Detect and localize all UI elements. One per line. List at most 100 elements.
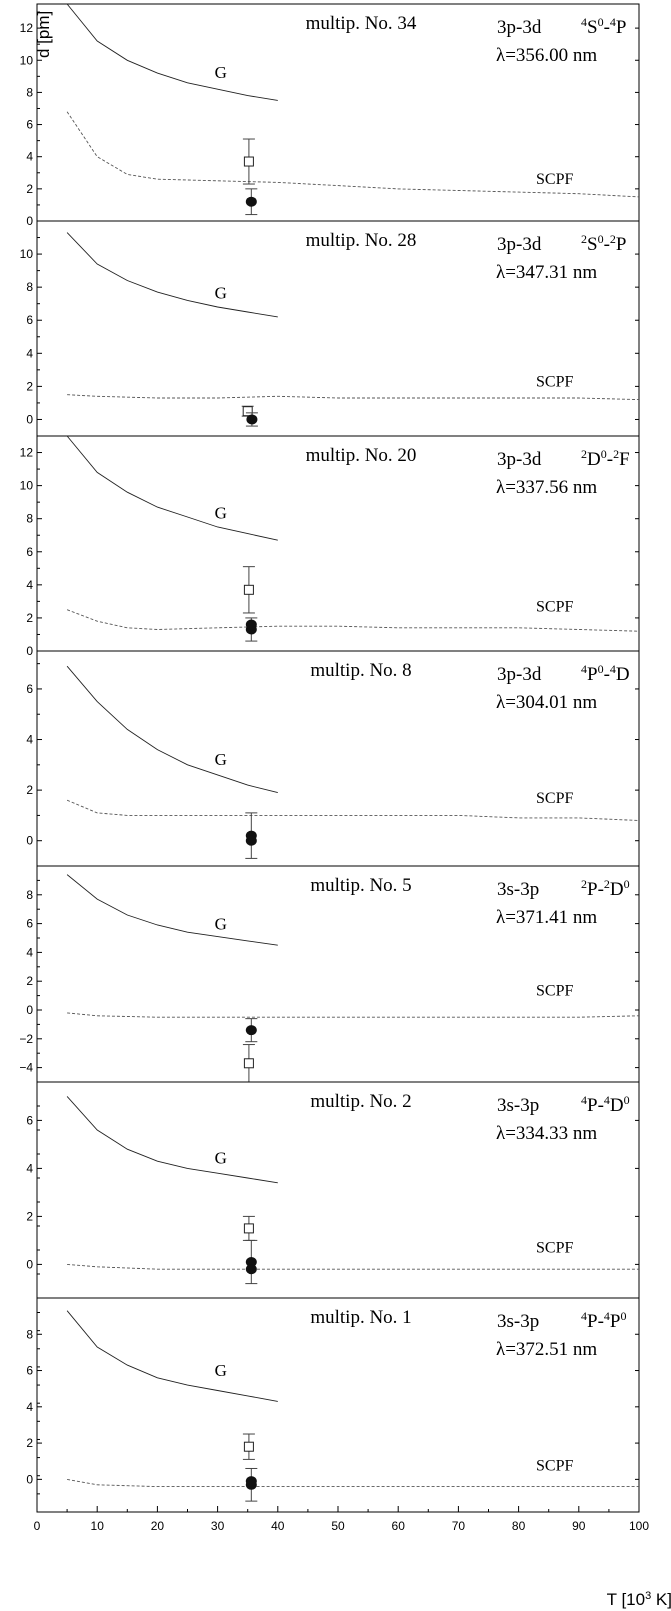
series-label-g: G bbox=[215, 284, 227, 303]
series-line-scpf bbox=[66, 111, 640, 198]
x-tick-label: 40 bbox=[271, 1519, 285, 1533]
transition-label: 3p-3d bbox=[497, 17, 542, 38]
panel-2: 0 2 4 6 8 10 G SCPF multip. No. 28 3p-3d 2S0-2P λ=3… bbox=[20, 220, 640, 437]
y-tick-label: 8 bbox=[26, 512, 33, 526]
multiplet-label: multip. No. 8 bbox=[310, 660, 411, 681]
data-point-open-square bbox=[243, 1058, 254, 1069]
wavelength-label: λ=372.51 nm bbox=[496, 1339, 597, 1360]
data-point-open-square bbox=[243, 156, 254, 167]
y-tick-label: 6 bbox=[26, 682, 33, 696]
data-point-filled-circle bbox=[245, 1476, 257, 1487]
transition-label: 3s-3p bbox=[497, 1311, 539, 1332]
term-label: 2P-2D0 bbox=[581, 877, 630, 900]
data-point-filled-circle bbox=[245, 1257, 257, 1267]
y-tick-label: 2 bbox=[26, 611, 33, 625]
y-tick-label: 0 bbox=[26, 214, 33, 228]
wavelength-label: λ=371.41 nm bbox=[496, 907, 597, 928]
y-tick-label: 2 bbox=[26, 182, 33, 196]
y-tick-label: 8 bbox=[26, 1327, 33, 1341]
transition-label: 3p-3d bbox=[497, 234, 542, 255]
series-line-scpf bbox=[66, 799, 640, 821]
data-point-filled-circle bbox=[245, 835, 257, 846]
y-tick-label: 12 bbox=[20, 446, 34, 460]
term-label: 4S0-4P bbox=[581, 15, 626, 38]
y-tick-label: 6 bbox=[26, 917, 33, 931]
y-tick-label: 4 bbox=[26, 1161, 33, 1175]
series-label-g: G bbox=[215, 750, 227, 769]
y-tick-label: 4 bbox=[26, 733, 33, 747]
y-tick-label: 0 bbox=[26, 412, 33, 426]
y-tick-label: 2 bbox=[26, 974, 33, 988]
series-label-g: G bbox=[215, 504, 227, 523]
series-label-g: G bbox=[215, 63, 227, 82]
data-point-open-square bbox=[242, 406, 253, 417]
series-label-g: G bbox=[215, 1149, 227, 1168]
y-axis-title: d [pm] bbox=[34, 11, 53, 58]
x-tick-label: 60 bbox=[392, 1519, 406, 1533]
panel-frame bbox=[36, 1297, 640, 1513]
y-tick-label: 6 bbox=[26, 1364, 33, 1378]
series-line-g bbox=[66, 435, 278, 541]
y-tick-label: 10 bbox=[20, 479, 34, 493]
panel-5: −4 −2 0 2 4 6 8 G SCPF multip. No. 5 3s-3p 2P-2D0 λ=… bbox=[19, 865, 640, 1083]
panel-7: 0 2 4 6 8 G SCPF multip. No. 1 3s-3p 4P-4P0 λ=372.… bbox=[26, 1297, 640, 1513]
y-tick-label: 0 bbox=[26, 1472, 33, 1486]
series-label-scpf: SCPF bbox=[536, 373, 573, 390]
y-tick-label: 2 bbox=[26, 783, 33, 797]
y-tick-label: 6 bbox=[26, 1113, 33, 1127]
chart-panels: 0 2 4 6 8 10 12 G SCPF multip. No. 34 3p-3d 4S0-4P λ… bbox=[19, 3, 640, 1513]
series-label-g: G bbox=[215, 914, 227, 933]
multiplet-label: multip. No. 1 bbox=[310, 1307, 411, 1328]
y-tick-label: −2 bbox=[19, 1032, 33, 1046]
x-tick-label: 0 bbox=[34, 1519, 41, 1533]
y-tick-label: 6 bbox=[26, 545, 33, 559]
x-tick-label: 80 bbox=[512, 1519, 526, 1533]
multiplet-label: multip. No. 5 bbox=[310, 875, 411, 896]
data-point-open-square bbox=[243, 1223, 254, 1234]
data-point-filled-circle bbox=[245, 1264, 257, 1275]
wavelength-label: λ=347.31 nm bbox=[496, 262, 597, 283]
transition-label: 3p-3d bbox=[497, 449, 542, 470]
series-label-scpf: SCPF bbox=[536, 171, 573, 188]
x-tick-label: 10 bbox=[91, 1519, 105, 1533]
y-tick-label: 4 bbox=[26, 1400, 33, 1414]
x-axis-title: T [103 K] bbox=[607, 1590, 671, 1609]
series-line-g bbox=[66, 874, 278, 946]
data-point-filled-circle bbox=[245, 619, 257, 630]
y-tick-label: 10 bbox=[20, 247, 34, 261]
data-point-filled-circle bbox=[245, 196, 257, 207]
wavelength-label: λ=304.01 nm bbox=[496, 692, 597, 713]
series-line-scpf bbox=[67, 1263, 639, 1270]
y-tick-label: 2 bbox=[26, 379, 33, 393]
y-tick-label: −4 bbox=[19, 1061, 33, 1075]
panel-frame bbox=[36, 3, 640, 222]
panel-frame bbox=[36, 435, 640, 652]
x-axis: 0 10 20 30 40 50 60 70 80 90 100 bbox=[34, 1506, 649, 1533]
series-label-scpf: SCPF bbox=[536, 1239, 573, 1256]
data-point-open-square bbox=[243, 584, 254, 595]
x-tick-label: 90 bbox=[572, 1519, 586, 1533]
series-line-g bbox=[66, 1310, 278, 1402]
panel-3: 0 2 4 6 8 10 12 G SCPF multip. No. 20 3p-3d 2D0-2F λ… bbox=[20, 435, 640, 658]
y-tick-label: 2 bbox=[26, 1436, 33, 1450]
data-point-open-square bbox=[243, 1441, 254, 1452]
wavelength-label: λ=356.00 nm bbox=[496, 45, 597, 66]
series-label-scpf: SCPF bbox=[536, 790, 573, 807]
series-line-g bbox=[66, 232, 278, 318]
multiplet-label: multip. No. 28 bbox=[306, 230, 417, 251]
multiplet-label: multip. No. 34 bbox=[306, 13, 417, 34]
y-tick-label: 8 bbox=[26, 85, 33, 99]
transition-label: 3s-3p bbox=[497, 1095, 539, 1116]
term-label: 2S0-2P bbox=[581, 232, 626, 255]
y-tick-label: 4 bbox=[26, 150, 33, 164]
y-tick-label: 6 bbox=[26, 118, 33, 132]
data-point-filled-circle bbox=[246, 414, 258, 425]
term-label: 4P-4P0 bbox=[581, 1309, 626, 1332]
y-tick-label: 0 bbox=[26, 1257, 33, 1271]
series-line-g bbox=[66, 665, 278, 794]
panel-frame bbox=[36, 220, 640, 437]
x-tick-label: 100 bbox=[629, 1519, 649, 1533]
series-line-scpf bbox=[67, 1478, 639, 1488]
y-tick-label: 12 bbox=[20, 21, 34, 35]
y-tick-label: 8 bbox=[26, 888, 33, 902]
